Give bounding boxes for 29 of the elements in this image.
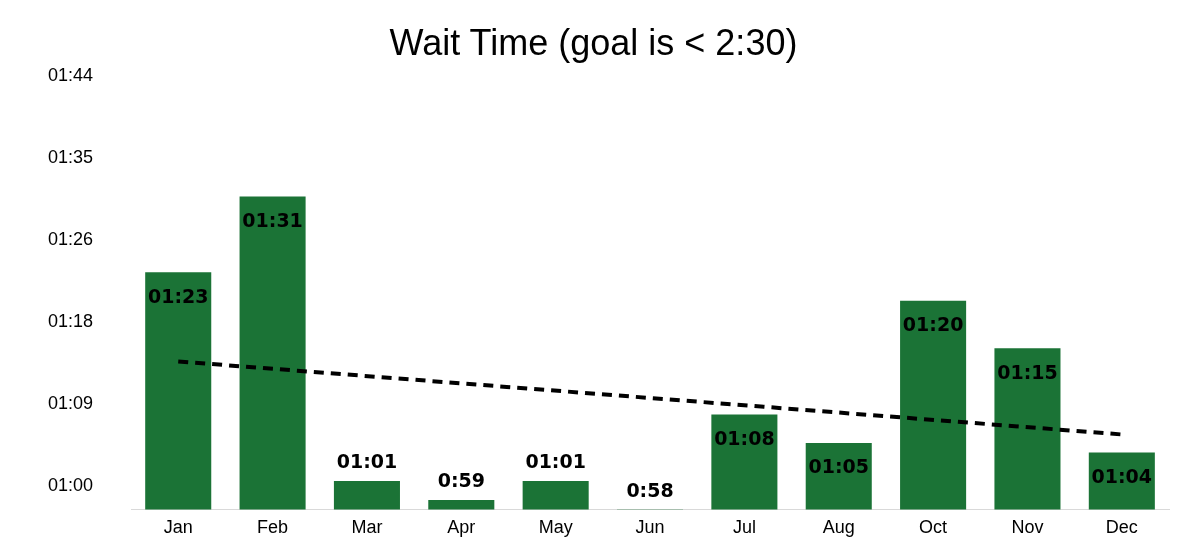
y-tick-label: 01:00 <box>48 474 94 495</box>
x-tick-label: Aug <box>822 517 855 538</box>
y-tick-label: 01:26 <box>48 229 94 250</box>
x-tick-label: Jan <box>163 517 193 538</box>
data-label: 01:23 <box>147 284 209 307</box>
x-tick-label: Nov <box>1011 517 1044 538</box>
data-label: 0:58 <box>626 478 674 501</box>
data-label: 01:08 <box>714 427 775 449</box>
x-tick-label: Dec <box>1105 517 1138 538</box>
x-tick-label: Oct <box>919 517 948 538</box>
x-tick-label: May <box>538 517 573 538</box>
data-label: 01:05 <box>808 455 869 478</box>
x-tick-label: Jul <box>732 517 756 538</box>
y-tick-label: 01:09 <box>48 392 94 413</box>
y-tick-label: 01:44 <box>48 65 94 86</box>
x-tick-label: Jun <box>635 517 665 538</box>
x-tick-label: Mar <box>351 517 383 538</box>
y-tick-label: 01:35 <box>48 147 94 168</box>
data-label: 01:20 <box>902 313 964 336</box>
y-tick-label: 01:18 <box>48 310 94 331</box>
data-label: 01:01 <box>525 450 586 473</box>
data-label: 01:01 <box>336 450 398 473</box>
x-tick-label: Apr <box>447 517 476 538</box>
data-label: 01:31 <box>242 208 303 231</box>
data-label: 0:59 <box>437 469 485 492</box>
data-label: 01:04 <box>1091 464 1153 487</box>
data-label: 01:15 <box>997 360 1058 383</box>
chart-title: Wait Time (goal is < 2:30) <box>389 21 798 63</box>
x-tick-label: Feb <box>257 517 289 538</box>
